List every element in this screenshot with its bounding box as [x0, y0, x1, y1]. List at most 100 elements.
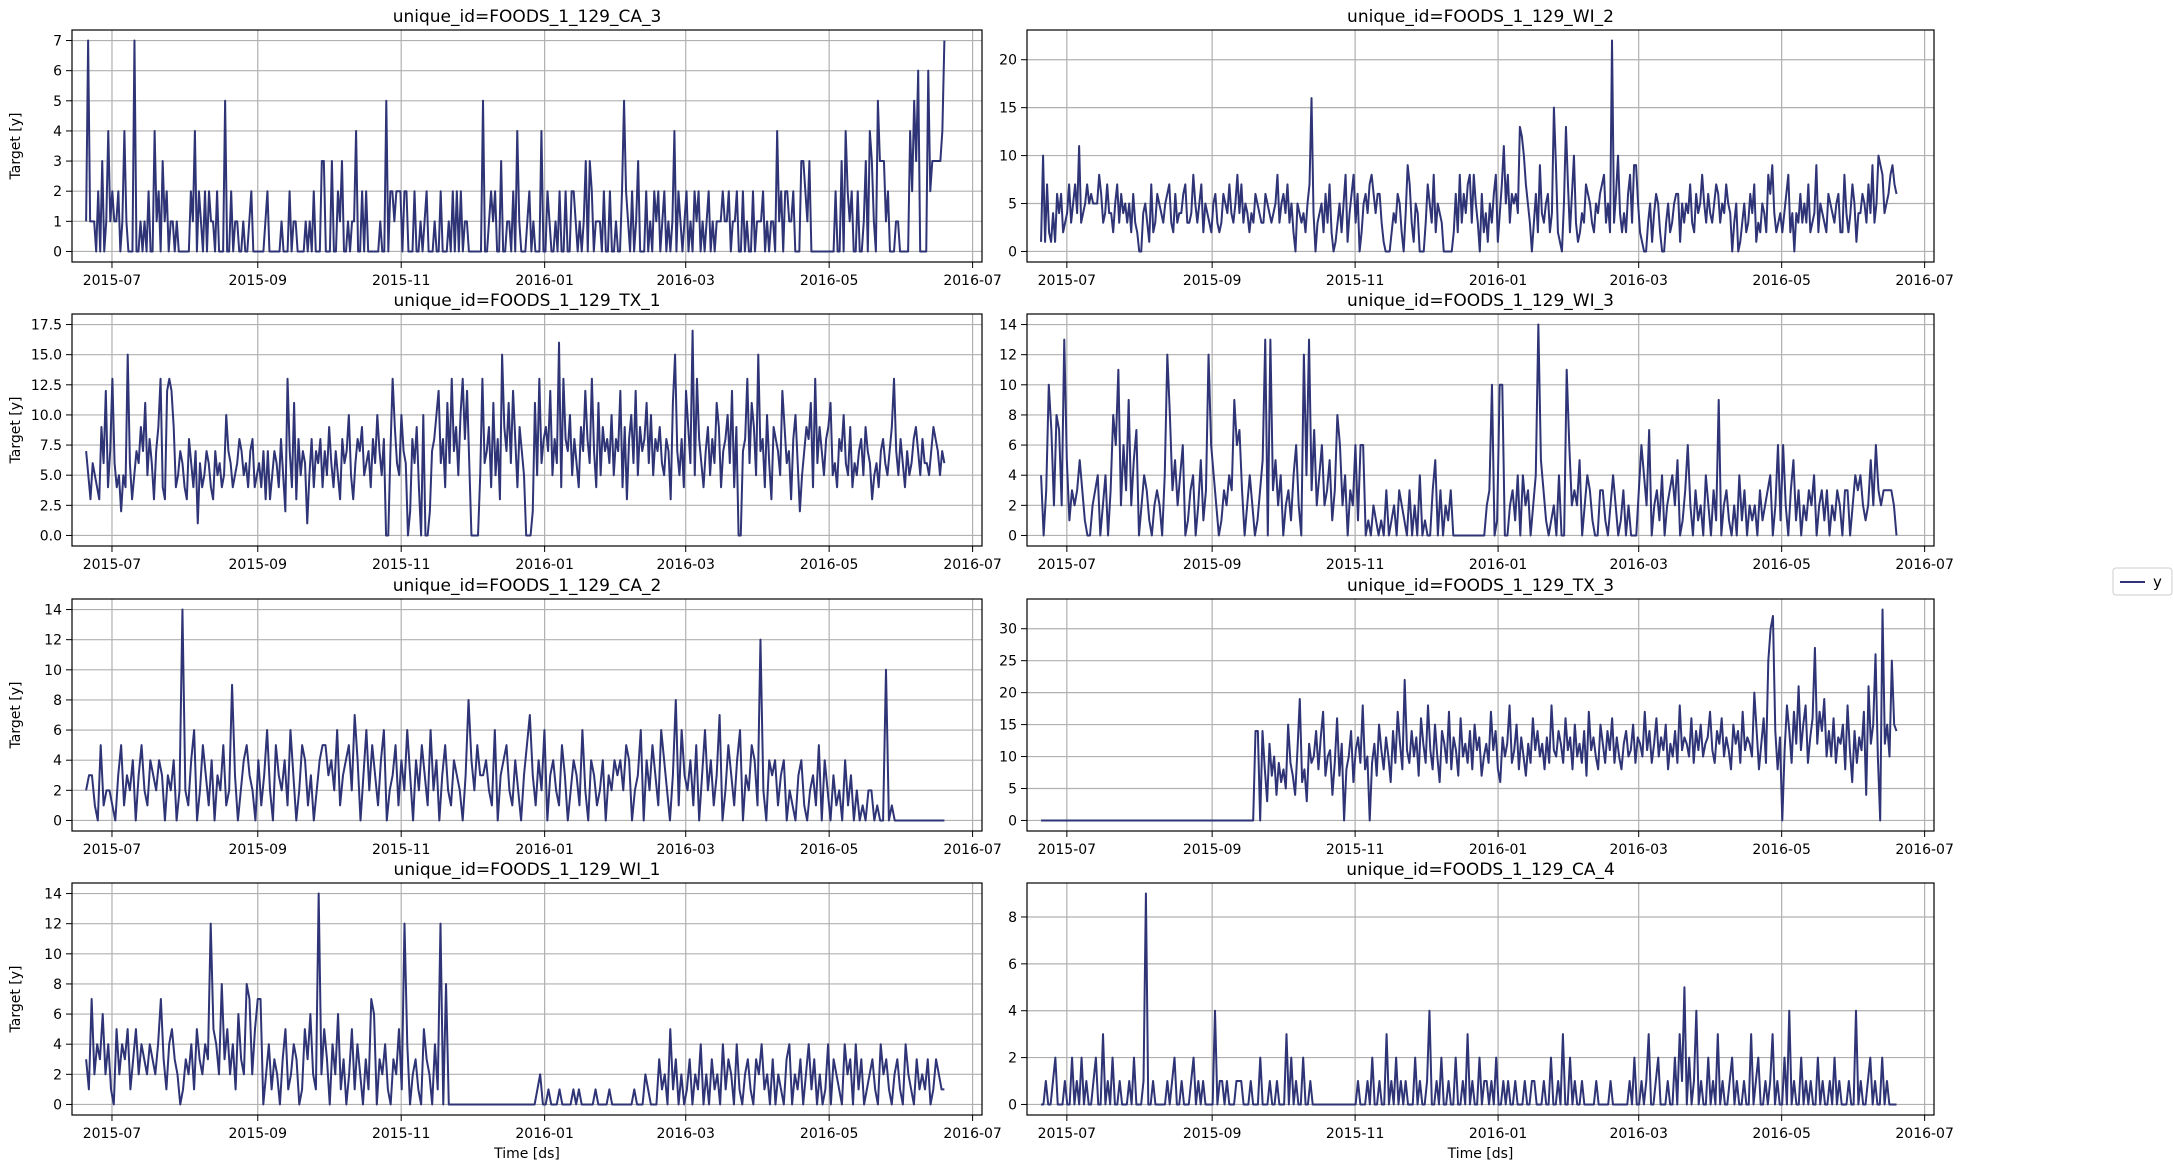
x-tick-label: 2015-11 — [372, 273, 431, 289]
x-tick-label: 2016-07 — [1895, 842, 1954, 858]
y-tick-label: 2 — [1008, 1051, 1017, 1067]
y-axis-label: Target [y] — [8, 966, 24, 1034]
x-tick-label: 2015-07 — [1038, 842, 1097, 858]
y-tick-label: 8 — [53, 693, 62, 709]
y-tick-label: 20 — [999, 686, 1017, 702]
x-tick-label: 2015-09 — [229, 557, 288, 573]
subplot-title: unique_id=FOODS_1_129_WI_2 — [1347, 7, 1614, 27]
x-tick-label: 2016-07 — [943, 273, 1002, 289]
x-tick-label: 2016-05 — [800, 1126, 859, 1142]
y-tick-label: 8 — [1008, 910, 1017, 926]
y-tick-label: 4 — [1008, 1004, 1017, 1020]
x-tick-label: 2016-01 — [515, 273, 574, 289]
x-tick-label: 2015-11 — [372, 557, 431, 573]
y-tick-label: 5.0 — [40, 468, 62, 484]
series-line-y — [1041, 608, 1898, 822]
x-tick-label: 2015-09 — [1183, 842, 1242, 858]
x-tick-label: 2016-05 — [1752, 1126, 1811, 1142]
y-tick-label: 2 — [1008, 498, 1017, 514]
series-line-y — [85, 608, 945, 822]
y-tick-label: 12 — [999, 348, 1017, 364]
x-tick-label: 2015-07 — [83, 557, 142, 573]
y-tick-label: 10 — [999, 149, 1017, 165]
y-tick-label: 5 — [1008, 781, 1017, 797]
y-tick-label: 2 — [53, 184, 62, 200]
x-tick-label: 2016-07 — [1895, 273, 1954, 289]
y-tick-label: 15 — [999, 718, 1017, 734]
series-line-y — [1040, 39, 1898, 253]
x-tick-label: 2015-09 — [229, 273, 288, 289]
x-tick-label: 2015-07 — [1038, 273, 1097, 289]
y-tick-label: 2 — [53, 783, 62, 799]
y-tick-label: 10 — [999, 378, 1017, 394]
subplot-1: 0 1 2 3 4 5 6 7 2015-07 2015-09 2015-11 2016-01 2016… — [8, 7, 1002, 289]
y-tick-label: 0 — [53, 813, 62, 829]
x-axis-label: Time [ds] — [493, 1146, 560, 1161]
x-tick-label: 2016-05 — [1752, 557, 1811, 573]
y-tick-label: 7.5 — [40, 438, 62, 454]
y-tick-label: 10 — [999, 750, 1017, 766]
subplot-title: unique_id=FOODS_1_129_WI_3 — [1347, 291, 1614, 311]
y-tick-label: 0 — [53, 244, 62, 260]
y-tick-label: 6 — [1008, 438, 1017, 454]
series-line-y — [85, 39, 946, 253]
x-tick-label: 2016-01 — [515, 842, 574, 858]
x-tick-label: 2016-05 — [800, 273, 859, 289]
series-line-y — [1040, 323, 1898, 537]
x-tick-label: 2015-07 — [83, 273, 142, 289]
y-tick-label: 6 — [1008, 957, 1017, 973]
x-tick-label: 2015-11 — [372, 1126, 431, 1142]
y-tick-label: 2 — [53, 1067, 62, 1083]
x-tick-label: 2016-01 — [515, 557, 574, 573]
y-tick-label: 30 — [999, 622, 1017, 638]
y-tick-label: 15 — [999, 101, 1017, 117]
y-axis-label: Target [y] — [8, 682, 24, 750]
y-tick-label: 4 — [53, 1037, 62, 1053]
x-tick-label: 2016-01 — [1469, 273, 1528, 289]
y-tick-label: 0 — [53, 1097, 62, 1113]
subplot-4: 0 2 4 6 8 10 12 14 2015-07 2015-09 2015-11 2016-01 2… — [999, 291, 1954, 573]
x-tick-label: 2016-07 — [943, 557, 1002, 573]
x-tick-label: 2016-07 — [1895, 1126, 1954, 1142]
x-tick-label: 2015-09 — [1183, 557, 1242, 573]
y-tick-label: 1 — [53, 214, 62, 230]
x-tick-label: 2015-11 — [1326, 557, 1385, 573]
y-tick-label: 15.0 — [31, 348, 62, 364]
y-tick-label: 12 — [44, 917, 62, 933]
axes-frame — [1026, 598, 1935, 832]
y-tick-label: 6 — [53, 723, 62, 739]
x-tick-label: 2015-11 — [1326, 842, 1385, 858]
y-axis-label: Target [y] — [8, 397, 24, 465]
y-tick-label: 14 — [44, 887, 62, 903]
y-tick-label: 2.5 — [40, 498, 62, 514]
axes-frame — [71, 882, 983, 1116]
subplot-title: unique_id=FOODS_1_129_CA_2 — [393, 576, 662, 596]
y-tick-label: 5 — [53, 94, 62, 110]
y-tick-label: 8 — [1008, 408, 1017, 424]
series-line-y — [1041, 892, 1897, 1106]
y-tick-label: 0 — [1008, 528, 1017, 544]
x-tick-label: 2015-07 — [1038, 1126, 1097, 1142]
y-tick-label: 0 — [1008, 813, 1017, 829]
x-tick-label: 2016-05 — [1752, 273, 1811, 289]
subplot-5: 0 2 4 6 8 10 12 14 2015-07 2015-09 2015-11 2016-01 2… — [8, 576, 1002, 858]
x-tick-label: 2015-11 — [372, 842, 431, 858]
x-tick-label: 2016-05 — [1752, 842, 1811, 858]
x-tick-label: 2015-11 — [1326, 273, 1385, 289]
legend-label-y: y — [2153, 573, 2162, 591]
axes-frame — [1026, 313, 1935, 547]
series-line-y — [85, 892, 945, 1106]
y-tick-label: 10.0 — [31, 408, 62, 424]
y-tick-label: 5 — [1008, 197, 1017, 213]
x-tick-label: 2016-05 — [800, 557, 859, 573]
y-axis-label: Target [y] — [8, 113, 24, 181]
subplot-title: unique_id=FOODS_1_129_TX_1 — [393, 291, 660, 311]
x-tick-label: 2015-07 — [1038, 557, 1097, 573]
y-tick-label: 20 — [999, 53, 1017, 69]
x-tick-label: 2016-03 — [656, 1126, 715, 1142]
y-tick-label: 10 — [44, 947, 62, 963]
x-tick-label: 2015-11 — [1326, 1126, 1385, 1142]
y-tick-label: 14 — [44, 603, 62, 619]
